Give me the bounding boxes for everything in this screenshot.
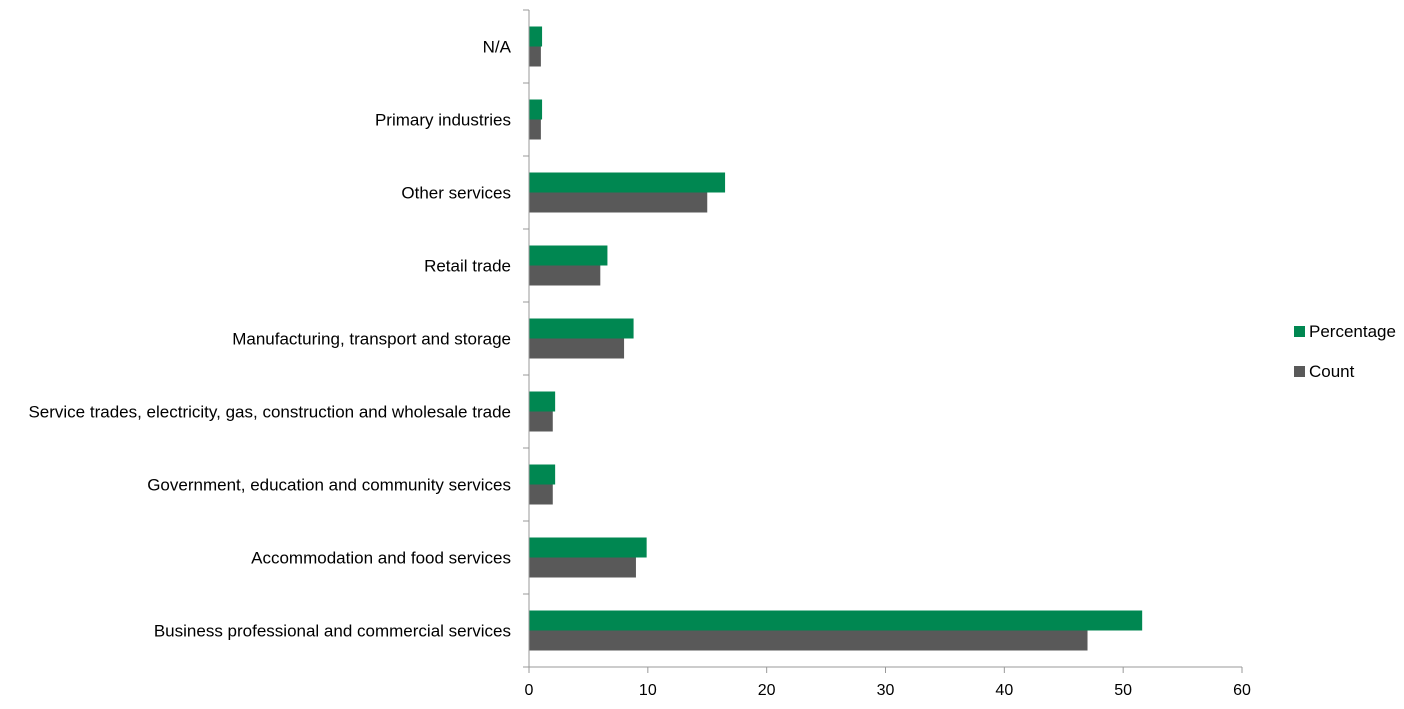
bar-count	[529, 484, 553, 505]
category-labels: Business professional and commercial ser…	[28, 38, 511, 641]
bar-percentage	[529, 172, 726, 193]
bar-count	[529, 119, 541, 140]
category-label: Primary industries	[375, 111, 511, 130]
x-tick-labels: 0 10 20 30 40 50 60	[525, 682, 1251, 699]
bar-count	[529, 46, 541, 67]
bar-percentage	[529, 318, 634, 339]
legend-label-percentage: Percentage	[1309, 322, 1396, 341]
x-tick-label: 10	[639, 682, 657, 699]
x-tick-label: 60	[1233, 682, 1251, 699]
category-label: Business professional and commercial ser…	[154, 622, 511, 641]
category-label: Government, education and community serv…	[147, 476, 511, 495]
bar-count	[529, 192, 708, 213]
x-tick-label: 20	[758, 682, 776, 699]
category-label: N/A	[483, 38, 512, 57]
x-tick-label: 50	[1114, 682, 1132, 699]
bar-percentage	[529, 610, 1143, 631]
bar-count	[529, 630, 1088, 651]
bar-count	[529, 557, 636, 578]
bar-percentage	[529, 99, 543, 120]
x-tick-label: 30	[877, 682, 895, 699]
bar-percentage	[529, 245, 608, 266]
legend-swatch-count	[1294, 366, 1305, 377]
legend-label-count: Count	[1309, 362, 1355, 381]
bar-percentage	[529, 26, 543, 47]
bar-percentage	[529, 391, 556, 412]
x-tick-label: 40	[995, 682, 1013, 699]
legend: Percentage Count	[1294, 322, 1396, 381]
category-label: Service trades, electricity, gas, constr…	[28, 403, 511, 422]
category-label: Manufacturing, transport and storage	[232, 330, 511, 349]
legend-swatch-percentage	[1294, 326, 1305, 337]
bars-group	[529, 26, 1143, 651]
category-label: Retail trade	[424, 257, 511, 276]
bar-count	[529, 338, 625, 359]
category-label: Other services	[401, 184, 511, 203]
bar-percentage	[529, 464, 556, 485]
bar-count	[529, 265, 601, 286]
category-label: Accommodation and food services	[251, 549, 511, 568]
bar-count	[529, 411, 553, 432]
bar-percentage	[529, 537, 647, 558]
x-tick-label: 0	[525, 682, 534, 699]
axes-group	[523, 9, 1243, 673]
